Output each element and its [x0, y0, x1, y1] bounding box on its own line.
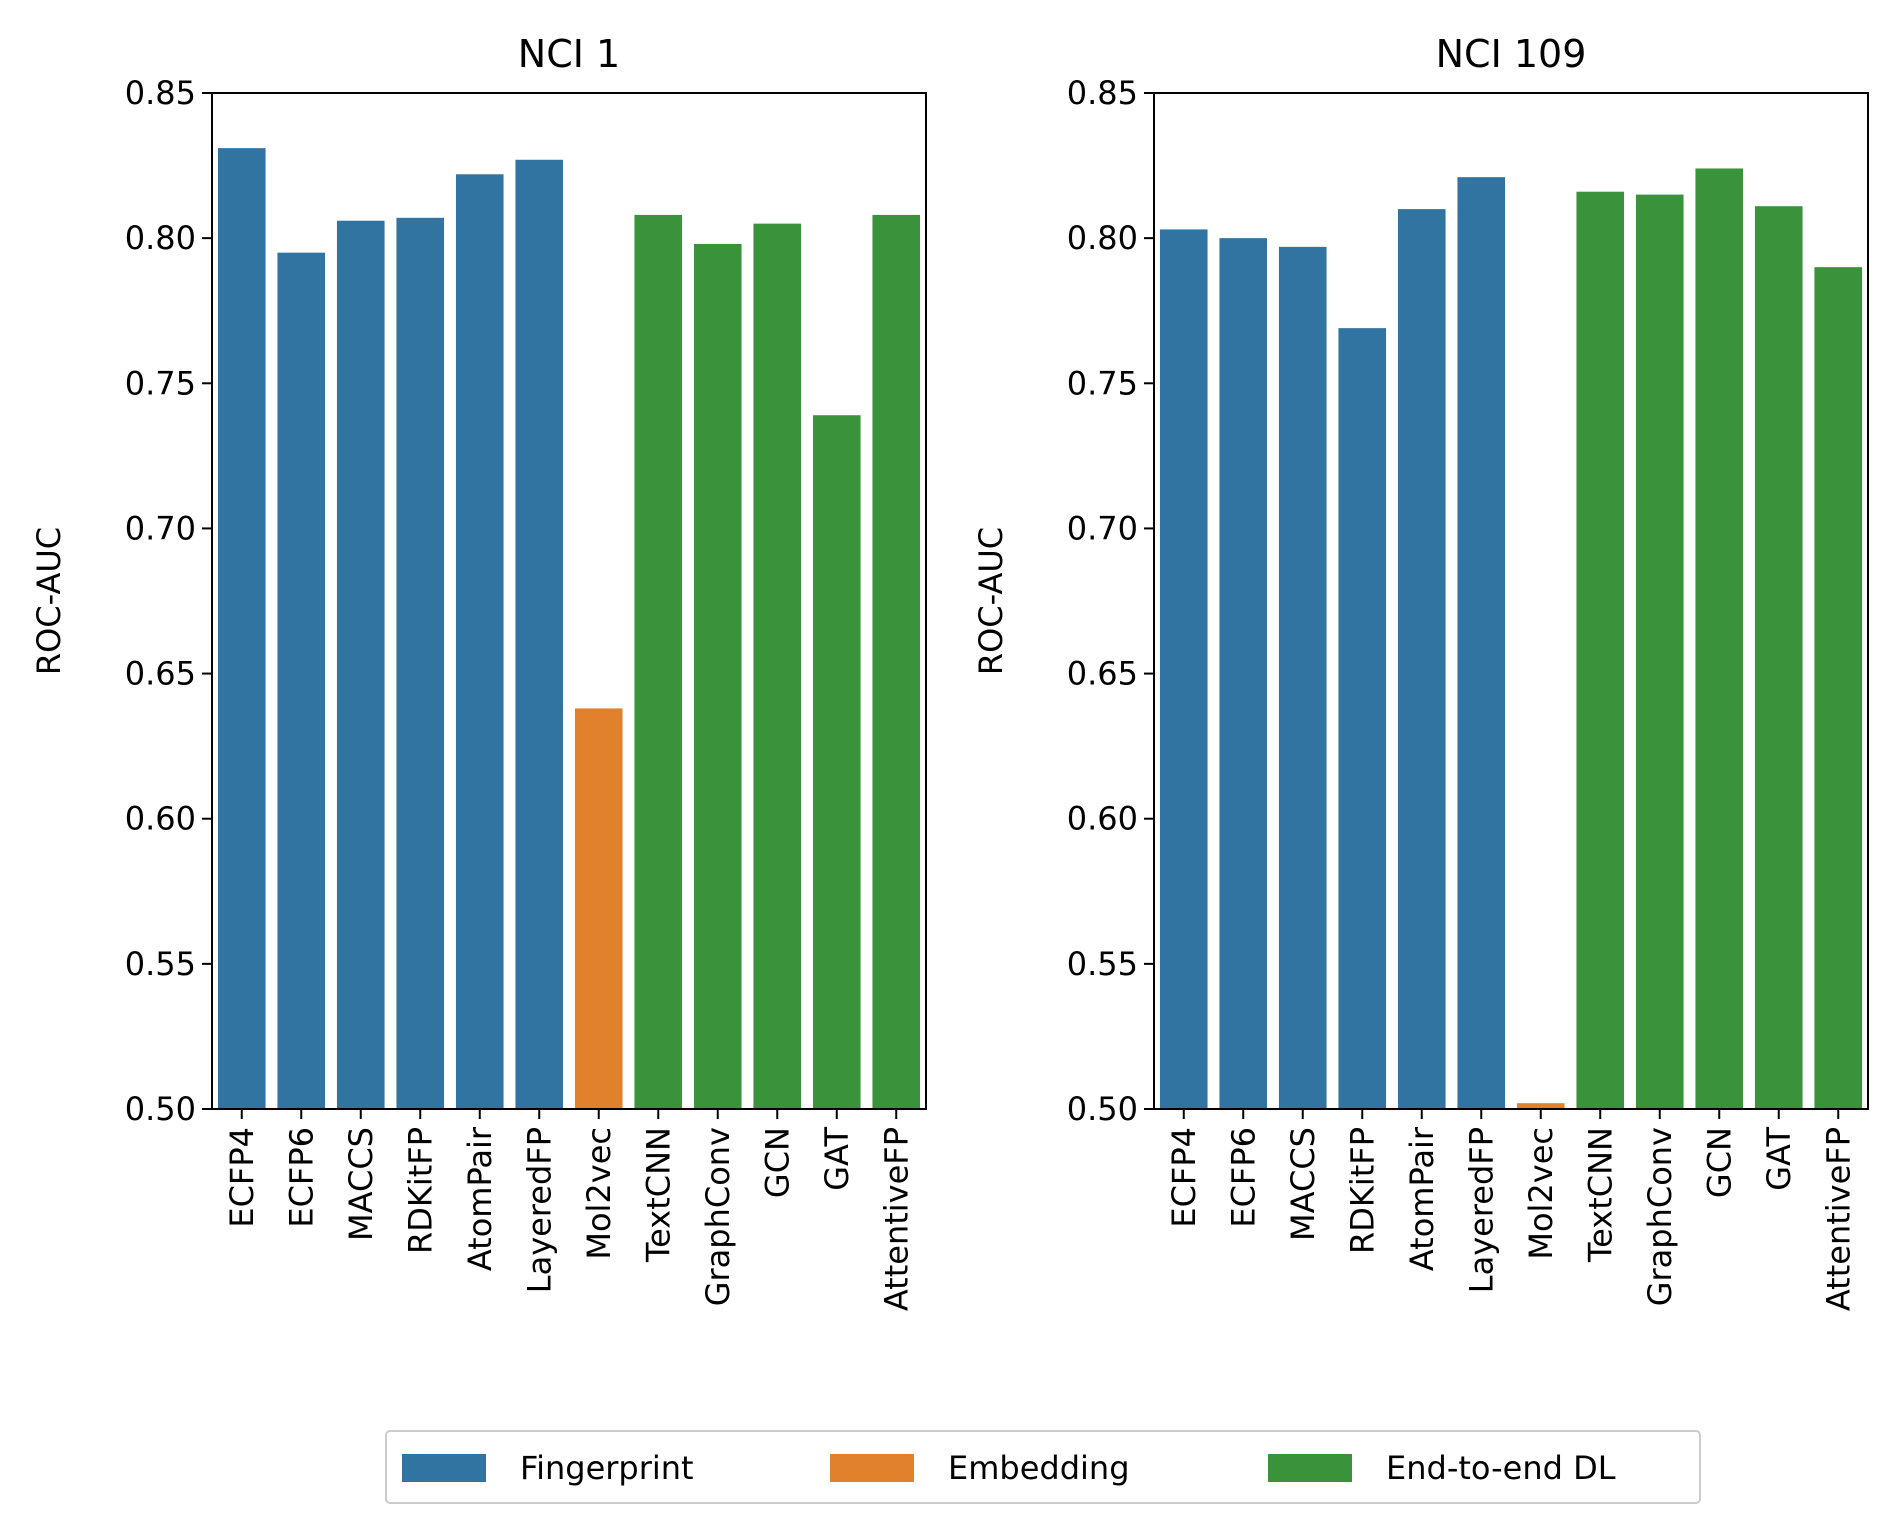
y-tick-label: 0.75 — [1067, 364, 1138, 402]
axes-frame — [1153, 92, 1869, 1110]
bar-mol2vec — [574, 708, 623, 1109]
y-tick-label: 0.75 — [125, 364, 196, 402]
x-tick-label: ECFP6 — [1224, 1127, 1262, 1228]
y-tick-label: 0.85 — [125, 74, 196, 112]
x-tick-label: Mol2vec — [1522, 1127, 1560, 1260]
bar-mol2vec — [1516, 1103, 1565, 1109]
legend-swatch-embedding — [830, 1454, 914, 1482]
bar-maccs — [336, 220, 385, 1110]
x-tick-label: ECFP4 — [1165, 1127, 1203, 1228]
x-tick-label: MACCS — [342, 1127, 380, 1241]
x-tick-label: GraphConv — [1641, 1127, 1679, 1306]
x-tick-label: MACCS — [1284, 1127, 1322, 1241]
bar-textcnn — [1576, 191, 1625, 1109]
bar-attentivefp — [1814, 267, 1863, 1109]
x-tick-label: RDKitFP — [401, 1127, 439, 1254]
y-tick-label: 0.55 — [125, 945, 196, 983]
legend: Fingerprint Embedding End-to-end DL — [385, 1430, 1701, 1504]
chart-panel-1: 0.50 0.55 0.60 0.65 0.70 0.75 0.80 0.85 ECFP4 ECF… — [30, 32, 927, 1311]
x-tick-label: TextCNN — [1581, 1127, 1619, 1263]
y-tick-label: 0.50 — [1067, 1090, 1138, 1128]
x-tick-label: LayeredFP — [520, 1127, 558, 1293]
x-tick-label: GraphConv — [699, 1127, 737, 1306]
chart-panel-2: 0.50 0.55 0.60 0.65 0.70 0.75 0.80 0.85 ECFP4 ECF… — [972, 32, 1869, 1311]
x-tick-label: ECFP6 — [282, 1127, 320, 1228]
bar-gcn — [1695, 168, 1744, 1110]
bar-layeredfp — [1457, 177, 1506, 1109]
chart-title: NCI 109 — [1436, 32, 1587, 76]
legend-swatch-fingerprint — [402, 1454, 486, 1482]
x-tick-label: GAT — [818, 1127, 856, 1191]
y-tick-label: 0.60 — [125, 800, 196, 838]
bar-gat — [812, 415, 861, 1110]
bar-gcn — [753, 223, 802, 1109]
y-tick-label: 0.65 — [1067, 655, 1138, 693]
x-tick-label: LayeredFP — [1462, 1127, 1500, 1293]
legend-label-end-to-end-dl: End-to-end DL — [1386, 1449, 1616, 1487]
y-tick-label: 0.55 — [1067, 945, 1138, 983]
bar-ecfp4 — [217, 148, 266, 1109]
y-tick-label: 0.80 — [1067, 219, 1138, 257]
y-tick-label: 0.70 — [125, 509, 196, 547]
bar-layeredfp — [515, 159, 564, 1109]
bar-textcnn — [634, 214, 683, 1110]
y-axis-label: ROC-AUC — [30, 527, 68, 675]
x-tick-label: GAT — [1760, 1127, 1798, 1191]
x-tick-label: AttentiveFP — [877, 1127, 915, 1311]
axes-frame — [211, 92, 927, 1110]
bar-atompair — [1397, 209, 1446, 1110]
x-tick-label: GCN — [1700, 1127, 1738, 1198]
y-tick-label: 0.60 — [1067, 800, 1138, 838]
bar-ecfp4 — [1159, 229, 1208, 1109]
legend-swatch-end-to-end-dl — [1268, 1454, 1352, 1482]
y-tick-label: 0.70 — [1067, 509, 1138, 547]
legend-box — [385, 1430, 1701, 1504]
bar-attentivefp — [872, 214, 921, 1110]
bar-maccs — [1278, 246, 1327, 1110]
x-tick-label: AtomPair — [461, 1126, 499, 1271]
x-tick-label: RDKitFP — [1343, 1127, 1381, 1254]
x-tick-label: ECFP4 — [223, 1127, 261, 1228]
bar-graphconv — [1635, 194, 1684, 1110]
x-tick-label: TextCNN — [639, 1127, 677, 1263]
y-tick-label: 0.65 — [125, 655, 196, 693]
bar-ecfp6 — [277, 252, 326, 1109]
bar-graphconv — [693, 243, 742, 1109]
y-tick-label: 0.85 — [1067, 74, 1138, 112]
bar-rdkitfp — [1338, 328, 1387, 1109]
y-tick-label: 0.50 — [125, 1090, 196, 1128]
x-tick-label: GCN — [758, 1127, 796, 1198]
legend-label-embedding: Embedding — [948, 1449, 1130, 1487]
bar-atompair — [455, 174, 504, 1109]
bar-gat — [1754, 206, 1803, 1109]
y-axis-label: ROC-AUC — [972, 527, 1010, 675]
x-tick-label: AtomPair — [1403, 1126, 1441, 1271]
legend-label-fingerprint: Fingerprint — [520, 1449, 694, 1487]
x-tick-label: Mol2vec — [580, 1127, 618, 1260]
x-tick-label: AttentiveFP — [1819, 1127, 1857, 1311]
bar-rdkitfp — [396, 217, 445, 1109]
y-tick-label: 0.80 — [125, 219, 196, 257]
bar-ecfp6 — [1219, 238, 1268, 1109]
chart-title: NCI 1 — [518, 32, 620, 76]
